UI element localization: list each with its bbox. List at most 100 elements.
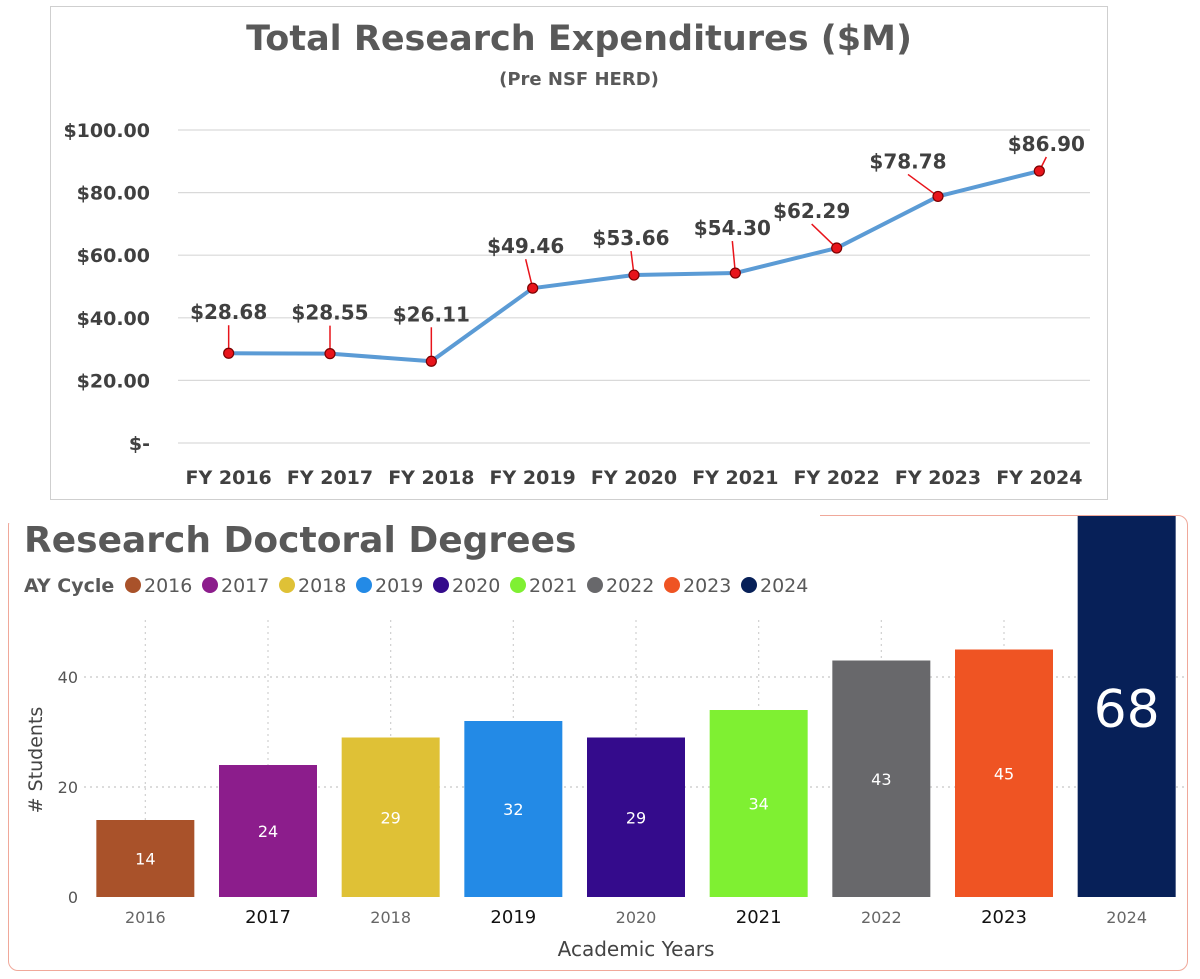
- bar-chart-x-axis-label: Academic Years: [558, 937, 715, 961]
- bar-chart-x-tick-label: 2019: [490, 907, 536, 928]
- line-data-point: [527, 282, 539, 294]
- line-chart-y-tick-label: $80.00: [77, 183, 150, 205]
- bar-data-label: 29: [380, 808, 400, 827]
- bar-chart-x-tick-label: 2020: [616, 908, 657, 927]
- line-chart-y-tick-label: $40.00: [77, 308, 150, 330]
- expenditures-line-chart: Total Research Expenditures ($M) (Pre NS…: [63, 19, 1090, 489]
- line-chart-x-tick-label: FY 2022: [794, 467, 880, 489]
- line-chart-y-tick-label: $60.00: [77, 245, 150, 267]
- bar-chart-x-tick-label: 2024: [1106, 908, 1147, 927]
- line-data-point: [932, 190, 944, 203]
- bar-2019: [464, 721, 563, 897]
- bar-chart-bars: 14 24 29 32 29 34 43 45 68: [96, 516, 1176, 897]
- legend-swatch: [125, 577, 141, 593]
- line-chart-x-tick-label: FY 2017: [287, 467, 373, 489]
- expenditures-chart-panel: [50, 6, 1108, 500]
- bar-data-label: 29: [626, 808, 646, 827]
- bar-chart-x-tick-label: 2023: [981, 907, 1027, 928]
- doctoral-degrees-chart-title: Research Doctoral Degrees: [24, 520, 576, 561]
- line-data-point: [628, 269, 640, 281]
- line-data-point: [425, 355, 437, 367]
- legend-swatch: [510, 577, 526, 593]
- line-chart-gridlines: [178, 129, 1090, 444]
- bar-data-label: 45: [994, 764, 1014, 783]
- line-chart-x-axis: FY 2016 FY 2017 FY 2018 FY 2019 FY 2020 FY 20…: [186, 467, 1083, 489]
- line-data-label: $54.30: [694, 216, 771, 240]
- bar-2018: [341, 737, 440, 897]
- line-data-label: $26.11: [393, 302, 470, 326]
- line-chart-y-tick-label: $100.00: [63, 120, 150, 142]
- bar-chart-y-tick-label: 40: [58, 668, 78, 687]
- panel-border-gap: [8, 505, 820, 523]
- line-data-label: $28.68: [190, 300, 267, 324]
- line-chart-x-tick-label: FY 2018: [388, 467, 474, 489]
- bar-chart-x-tick-label: 2016: [125, 908, 166, 927]
- expenditures-chart-subtitle: (Pre NSF HERD): [499, 69, 659, 90]
- legend-swatch: [356, 577, 372, 593]
- line-data-point: [324, 348, 336, 360]
- bar-data-label: 68: [1094, 680, 1160, 740]
- legend-title: AY Cycle: [24, 575, 114, 597]
- bar-chart-x-tick-label: 2017: [245, 907, 291, 928]
- legend-swatch: [433, 577, 449, 593]
- bar-chart-legend: AY Cycle 2016 2017 2018 2019 2020 2021 2022 2023…: [24, 575, 808, 597]
- line-data-label: $53.66: [592, 226, 669, 250]
- line-chart-y-tick-label: $-: [129, 433, 150, 455]
- line-chart-x-tick-label: FY 2024: [996, 467, 1082, 489]
- bar-data-label: 43: [871, 770, 891, 789]
- bar-chart-x-tick-label: 2021: [736, 907, 782, 928]
- bar-chart-y-tick-label: 20: [58, 778, 78, 797]
- bar-chart-y-axis-label: # Students: [25, 707, 47, 814]
- line-chart-x-tick-label: FY 2016: [186, 467, 272, 489]
- data-label-leader: [811, 223, 838, 249]
- bar-2020: [587, 737, 685, 897]
- line-data-point: [831, 242, 843, 254]
- line-data-label: $49.46: [487, 234, 564, 258]
- line-chart-x-tick-label: FY 2020: [591, 467, 677, 489]
- bar-chart-x-axis: 2016 2017 2018 2019 2020 2021 2022 2023 2024: [125, 907, 1147, 928]
- bar-data-label: 24: [258, 822, 278, 841]
- legend-swatch: [587, 577, 603, 593]
- bar-data-label: 34: [748, 795, 768, 814]
- doctoral-degrees-bar-chart: Research Doctoral Degrees AY Cycle 2016 20…: [24, 516, 1188, 961]
- bar-2024: [1077, 516, 1176, 897]
- data-label-leader: [907, 173, 939, 198]
- legend-label: 2017: [221, 575, 269, 597]
- bar-2023: [955, 649, 1053, 897]
- line-chart-y-axis: $- $20.00 $40.00 $60.00 $80.00 $100.00: [63, 120, 150, 455]
- line-data-point: [223, 347, 235, 359]
- legend-label: 2023: [683, 575, 731, 597]
- bar-chart-x-tick-label: 2018: [370, 908, 411, 927]
- legend-label: 2024: [760, 575, 808, 597]
- legend-swatch: [202, 577, 218, 593]
- line-chart-series: $28.68 $28.55 $26.11 $49.46 $53.66 $54.30$62.…: [190, 132, 1085, 367]
- legend-label: 2019: [375, 575, 423, 597]
- line-chart-y-tick-label: $20.00: [77, 370, 150, 392]
- line-chart-x-tick-label: FY 2023: [895, 467, 981, 489]
- bar-chart-y-axis: 0 20 40: [58, 668, 78, 907]
- line-data-label: $62.29: [773, 199, 850, 223]
- legend-swatch: [279, 577, 295, 593]
- line-chart-x-tick-label: FY 2019: [490, 467, 576, 489]
- legend-label: 2022: [606, 575, 654, 597]
- bar-2021: [709, 710, 808, 897]
- line-data-label: $78.78: [869, 149, 946, 173]
- bar-data-label: 32: [503, 800, 523, 819]
- bar-2022: [832, 660, 931, 897]
- legend-label: 2016: [144, 575, 192, 597]
- bar-2017: [219, 765, 317, 897]
- expenditures-chart-title: Total Research Expenditures ($M): [246, 19, 912, 59]
- line-data-point: [729, 267, 741, 279]
- legend-swatch: [664, 577, 680, 593]
- legend-swatch: [741, 577, 757, 593]
- line-data-point: [1033, 165, 1045, 177]
- expenditures-line: [228, 169, 1040, 364]
- line-data-label: $28.55: [291, 301, 368, 325]
- legend-label: 2021: [529, 575, 577, 597]
- legend-label: 2020: [452, 575, 500, 597]
- legend-label: 2018: [298, 575, 346, 597]
- line-chart-x-tick-label: FY 2021: [692, 467, 778, 489]
- bar-2016: [96, 820, 195, 897]
- bar-data-label: 14: [135, 850, 155, 869]
